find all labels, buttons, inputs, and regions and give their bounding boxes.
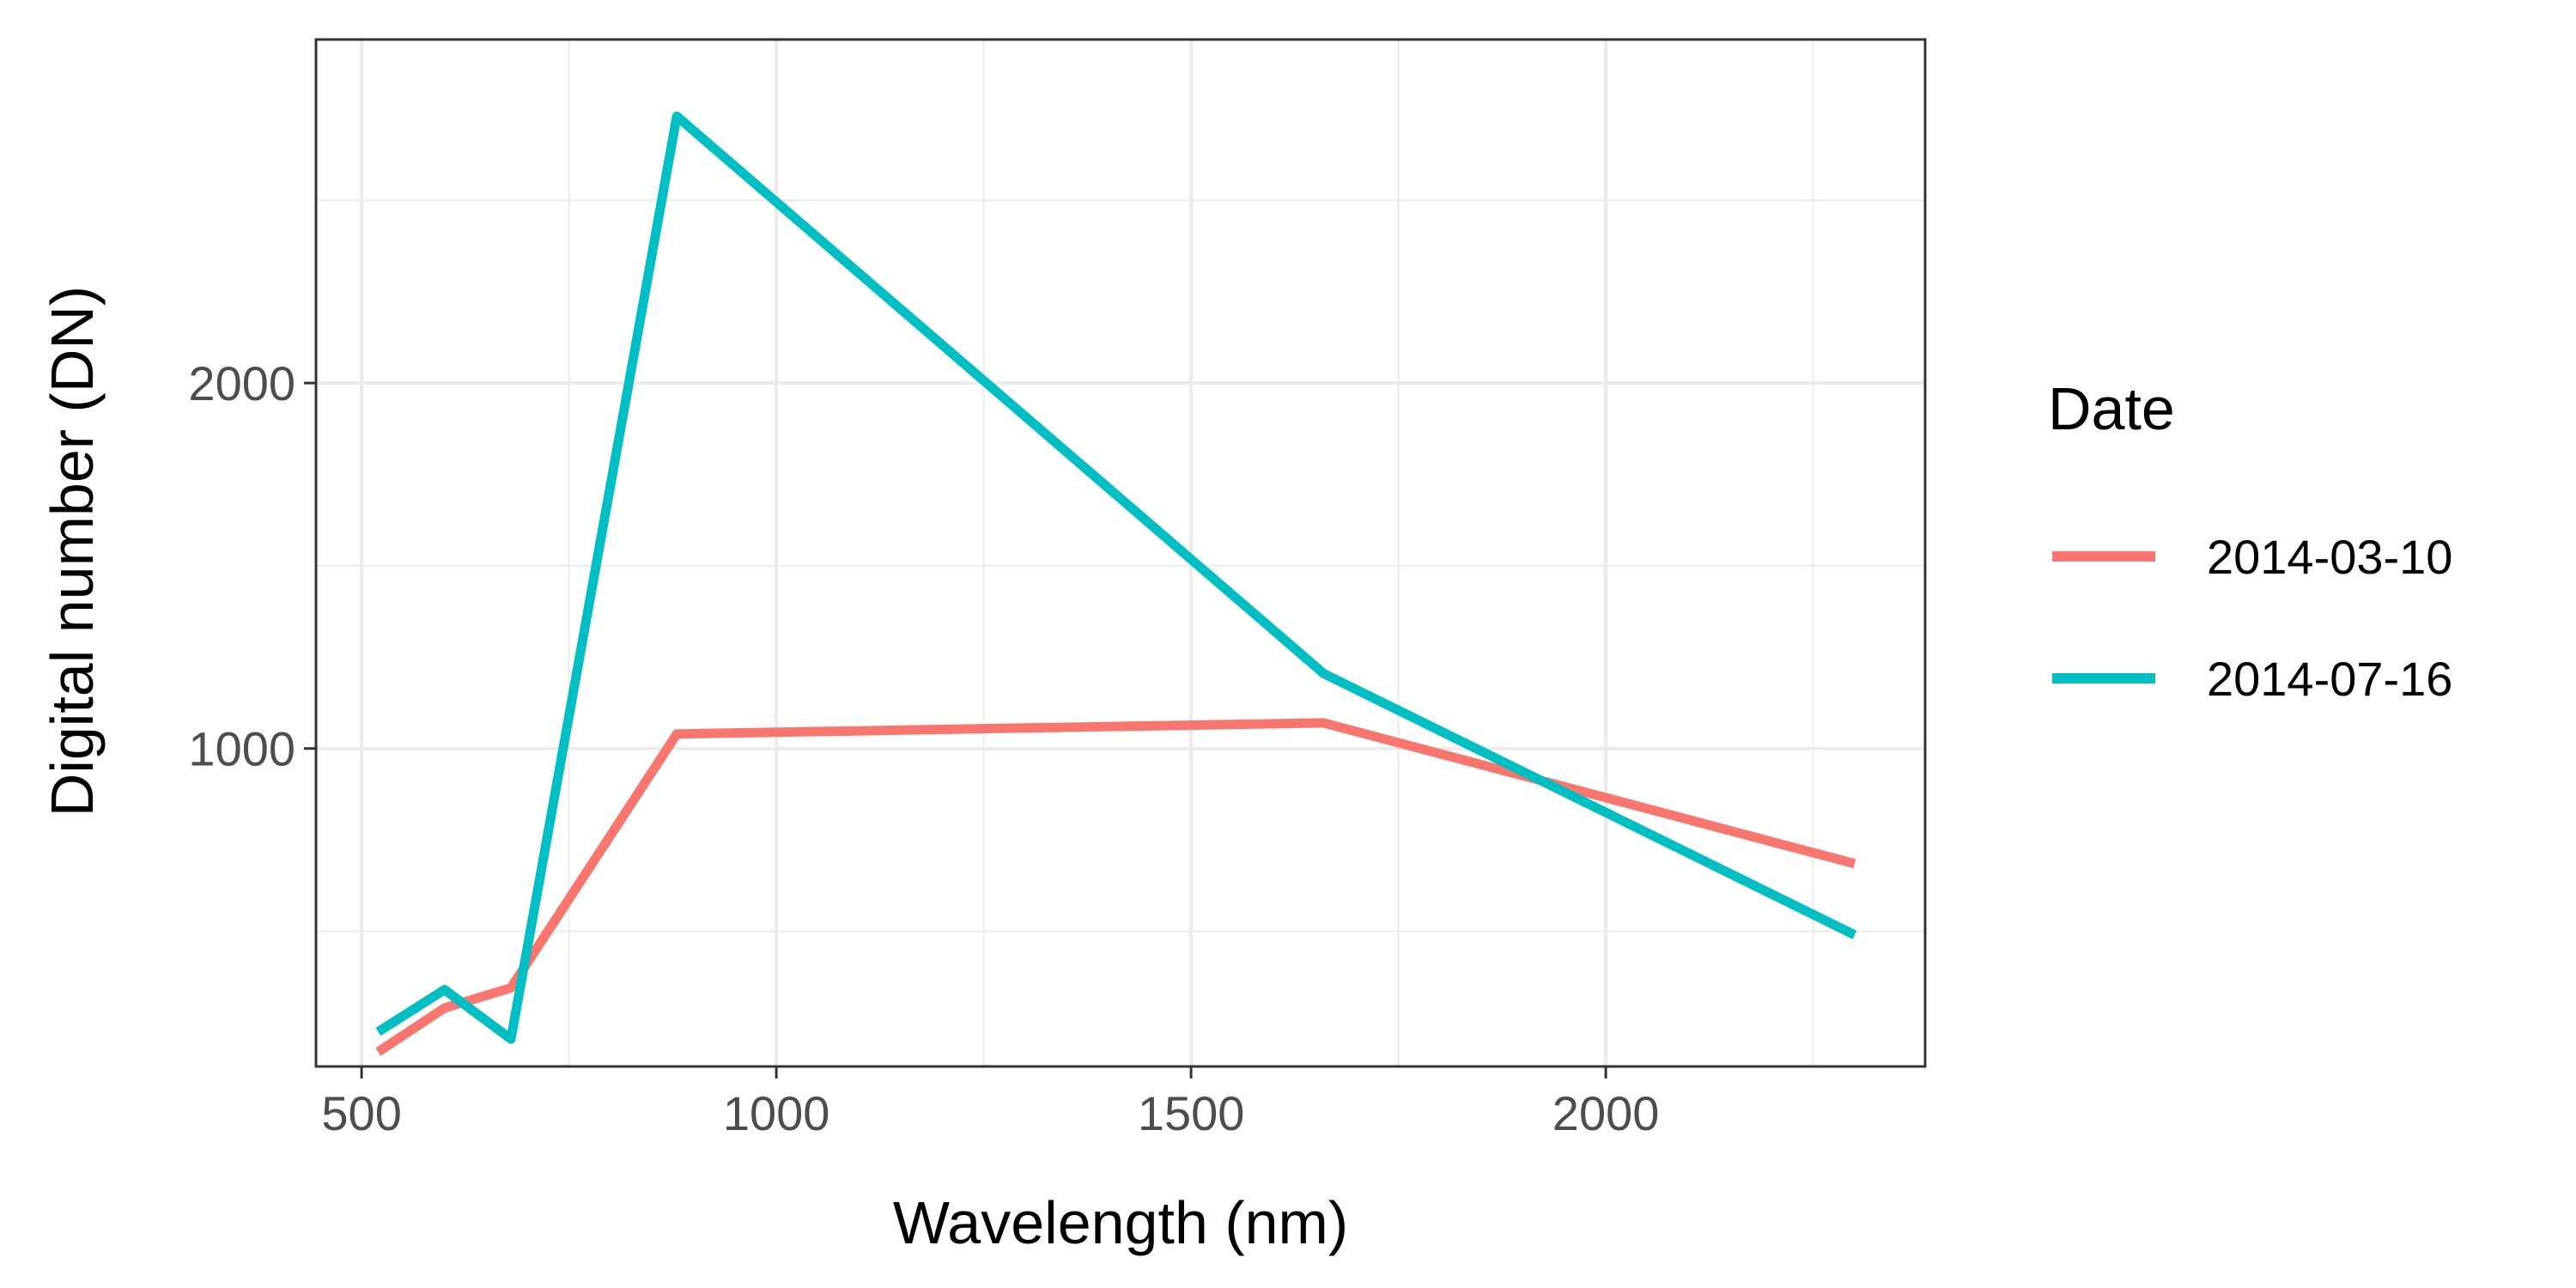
x-axis-title: Wavelength (nm) (893, 1189, 1348, 1256)
series-line-2014-07-16 (375, 111, 1857, 1044)
y-tick-label: 1000 (188, 722, 295, 776)
x-tick-label: 2000 (1552, 1086, 1660, 1140)
legend-items: 2014-03-10 2014-07-16 (2052, 530, 2452, 706)
legend-title: Date (2048, 375, 2175, 442)
y-tick-label: 2000 (188, 356, 295, 410)
plot-panel-border (314, 38, 1927, 1068)
legend-label: 2014-03-10 (2207, 530, 2452, 584)
series-lines (375, 111, 1857, 1056)
x-tick-label: 1500 (1138, 1086, 1245, 1140)
axes: 500 1000 1500 2000 1000 2000 (188, 356, 1659, 1140)
grid-lines (316, 39, 1925, 1066)
x-tick-label: 500 (321, 1086, 401, 1140)
x-tick-label: 1000 (723, 1086, 830, 1140)
series-line-2014-03-10 (375, 718, 1856, 1056)
legend-item: 2014-07-16 (2052, 652, 2452, 706)
y-axis-title: Digital number (DN) (39, 286, 106, 817)
legend-label: 2014-07-16 (2207, 652, 2452, 706)
legend: Date 2014-03-10 2014-07-16 (2048, 375, 2452, 706)
legend-item: 2014-03-10 (2052, 530, 2452, 584)
